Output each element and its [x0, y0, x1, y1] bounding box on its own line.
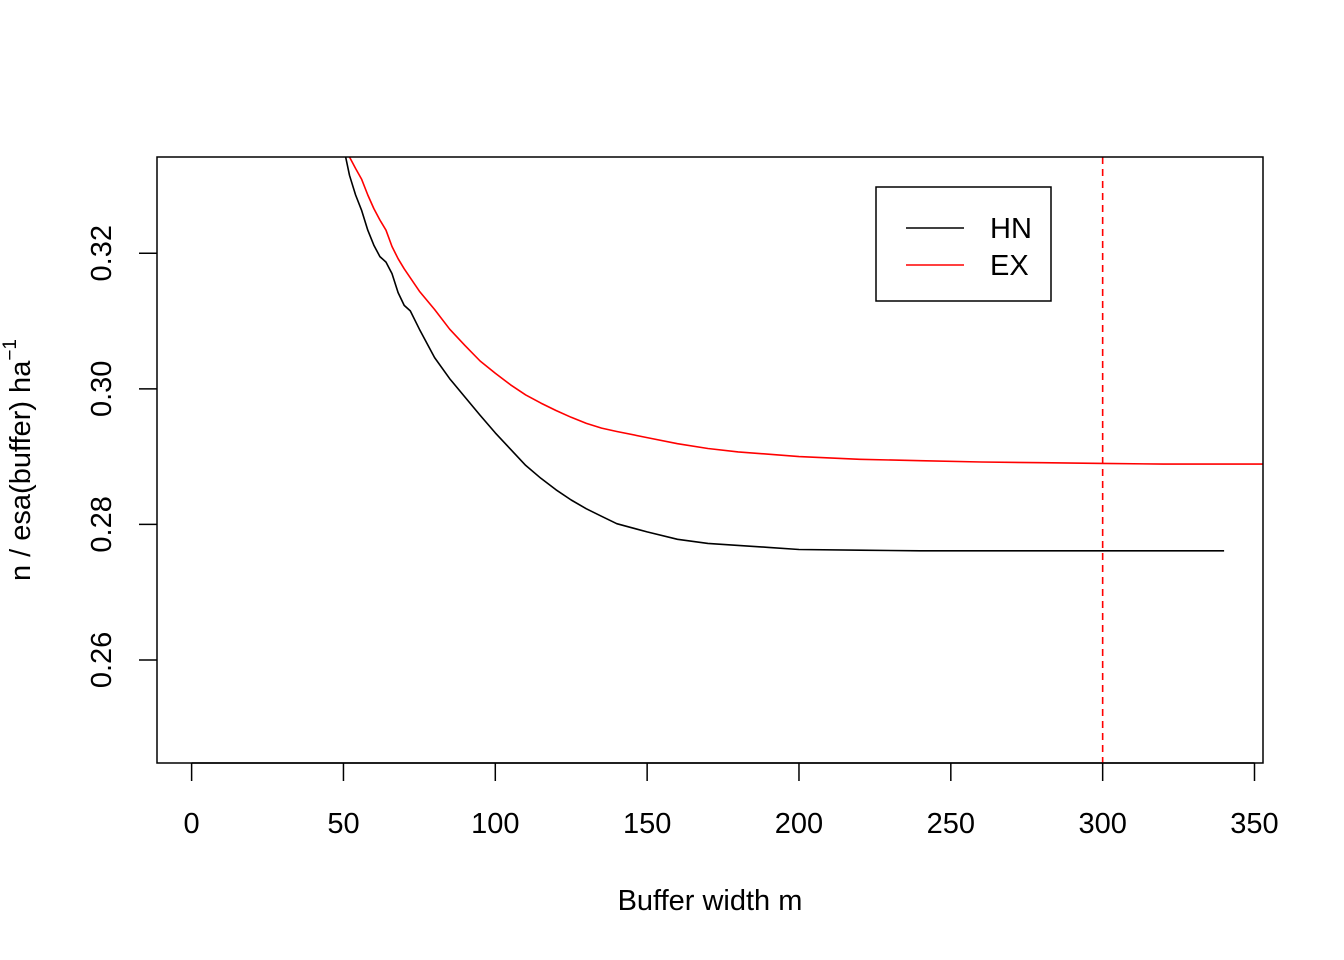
x-tick-label: 100: [471, 808, 519, 840]
x-tick-label: 350: [1230, 808, 1278, 840]
x-tick-label: 150: [623, 808, 671, 840]
series-layer: [344, 157, 1263, 763]
series-line-hn: [344, 157, 1225, 552]
y-axis-title-superscript: −1: [0, 339, 21, 361]
x-tick-label: 0: [184, 808, 200, 840]
y-axis-title-main: n / esa(buffer) ha: [5, 360, 37, 581]
y-tick-label: 0.30: [86, 361, 118, 417]
y-tick-label: 0.26: [86, 632, 118, 688]
x-tick-label: 200: [775, 808, 823, 840]
plot-frame: [156, 156, 1264, 764]
x-tick-label: 250: [927, 808, 975, 840]
series-line-ex: [348, 157, 1263, 465]
y-axis-title: n / esa(buffer) ha−1: [0, 339, 37, 581]
x-tick-label: 300: [1078, 808, 1126, 840]
x-tick-label: 50: [327, 808, 359, 840]
legend: HN EX: [875, 186, 1052, 302]
legend-label-hn: HN: [990, 213, 1032, 245]
axes-layer: 0 50 100 150 200 250 300 350 0.26 0.28 0.30 0.32: [86, 225, 1279, 840]
y-tick-label: 0.28: [86, 496, 118, 552]
legend-box: [875, 186, 1052, 302]
y-tick-label: 0.32: [86, 225, 118, 281]
legend-label-ex: EX: [990, 250, 1029, 282]
x-axis-title: Buffer width m: [618, 885, 803, 917]
